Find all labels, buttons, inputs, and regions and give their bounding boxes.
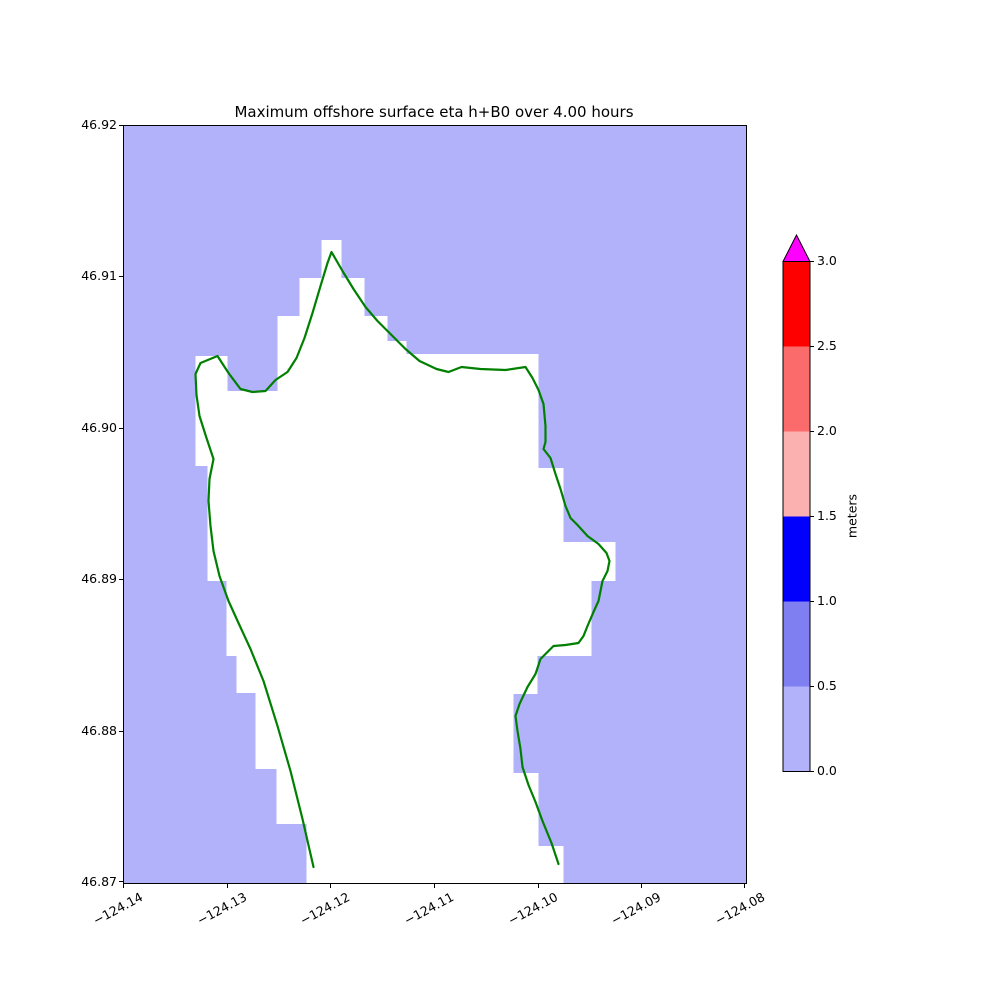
x-tick-mark [330,883,331,888]
colorbar-tick-label: 0.0 [817,763,837,778]
x-tick-mark [123,883,124,888]
chart-title: Maximum offshore surface eta h+B0 over 4… [234,103,634,121]
y-tick-label: 46.90 [81,420,117,435]
colorbar-tick-mark [810,771,814,772]
colorbar-segment [783,346,810,432]
x-tick-label: −124.12 [297,889,353,928]
colorbar-tick-label: 1.5 [817,508,837,523]
colorbar [782,234,811,772]
colorbar-segment [783,686,810,772]
shoreline-contour [194,250,611,869]
y-tick-mark [119,276,123,277]
colorbar-tick-label: 2.0 [817,423,837,438]
colorbar-tick-mark [810,346,814,347]
x-tick-mark [227,883,228,888]
x-tick-label: −124.14 [90,889,146,928]
x-tick-label: −124.13 [194,889,250,928]
land-masked-region [195,240,616,883]
plot-area [123,125,747,884]
colorbar-tick-label: 1.0 [817,593,837,608]
map-canvas [124,126,746,883]
y-tick-mark [119,731,123,732]
colorbar-segment [783,516,810,602]
y-tick-mark [119,579,123,580]
colorbar-tick-label: 2.5 [817,338,837,353]
y-tick-label: 46.88 [81,723,117,738]
x-tick-mark [538,883,539,888]
colorbar-axis-label: meters [844,493,860,539]
colorbar-segment [783,601,810,687]
y-tick-mark [119,125,123,126]
colorbar-tick-mark [810,601,814,602]
x-tick-mark [434,883,435,888]
colorbar-tick-mark [810,686,814,687]
colorbar-segment [783,431,810,517]
x-tick-mark [744,883,745,888]
colorbar-tick-mark [810,261,814,262]
x-tick-label: −124.08 [712,889,768,928]
y-tick-label: 46.91 [81,268,117,283]
y-tick-label: 46.92 [81,117,117,132]
x-tick-label: −124.11 [401,889,457,928]
colorbar-tick-mark [810,431,814,432]
colorbar-over-arrow [782,234,811,262]
x-tick-label: −124.10 [505,889,561,928]
y-tick-label: 46.87 [81,874,117,889]
colorbar-segment [783,261,810,347]
x-tick-mark [641,883,642,888]
colorbar-tick-label: 0.5 [817,678,837,693]
colorbar-tick-label: 3.0 [817,253,837,268]
y-tick-label: 46.89 [81,571,117,586]
y-tick-mark [119,881,123,882]
x-tick-label: −124.09 [608,889,664,928]
y-tick-mark [119,428,123,429]
colorbar-tick-mark [810,516,814,517]
